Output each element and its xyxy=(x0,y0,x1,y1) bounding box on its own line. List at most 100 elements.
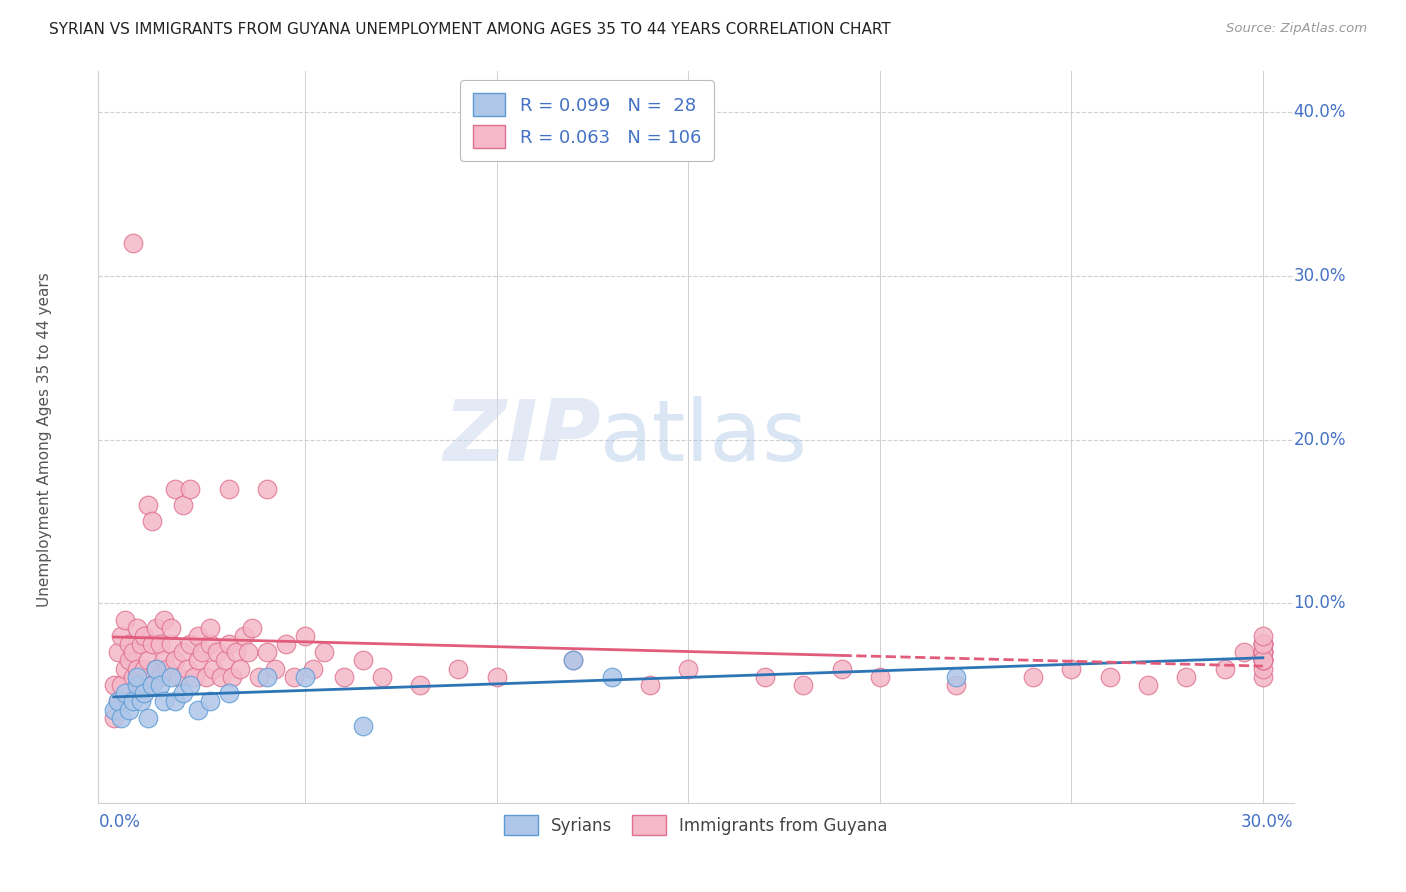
Point xyxy=(160,621,183,635)
Point xyxy=(409,678,432,692)
Point xyxy=(209,670,232,684)
Point xyxy=(831,662,853,676)
Point xyxy=(218,482,240,496)
Point xyxy=(1098,670,1121,684)
Point xyxy=(1251,662,1274,676)
Point xyxy=(1251,637,1274,651)
Point xyxy=(233,629,256,643)
Point xyxy=(294,629,316,643)
Point xyxy=(114,613,136,627)
Point xyxy=(1251,637,1274,651)
Point xyxy=(172,645,194,659)
Point xyxy=(107,645,129,659)
Point xyxy=(125,662,148,676)
Point xyxy=(1251,637,1274,651)
Point xyxy=(107,694,129,708)
Point xyxy=(149,637,172,651)
Point xyxy=(172,498,194,512)
Point xyxy=(160,637,183,651)
Text: SYRIAN VS IMMIGRANTS FROM GUYANA UNEMPLOYMENT AMONG AGES 35 TO 44 YEARS CORRELAT: SYRIAN VS IMMIGRANTS FROM GUYANA UNEMPLO… xyxy=(49,22,891,37)
Point xyxy=(141,637,163,651)
Point xyxy=(172,686,194,700)
Point xyxy=(103,702,125,716)
Point xyxy=(1251,637,1274,651)
Point xyxy=(136,653,159,667)
Point xyxy=(163,653,186,667)
Point xyxy=(1136,678,1159,692)
Point xyxy=(945,678,967,692)
Text: atlas: atlas xyxy=(600,395,808,479)
Text: Unemployment Among Ages 35 to 44 years: Unemployment Among Ages 35 to 44 years xyxy=(38,272,52,607)
Point xyxy=(352,653,374,667)
Point xyxy=(302,662,325,676)
Point xyxy=(129,637,152,651)
Point xyxy=(1022,670,1045,684)
Point xyxy=(205,645,228,659)
Point xyxy=(562,653,585,667)
Text: Source: ZipAtlas.com: Source: ZipAtlas.com xyxy=(1226,22,1367,36)
Point xyxy=(107,694,129,708)
Point xyxy=(1175,670,1198,684)
Point xyxy=(141,514,163,528)
Point xyxy=(118,702,141,716)
Legend: Syrians, Immigrants from Guyana: Syrians, Immigrants from Guyana xyxy=(498,808,894,842)
Point xyxy=(118,637,141,651)
Point xyxy=(371,670,394,684)
Point xyxy=(792,678,814,692)
Point xyxy=(1251,645,1274,659)
Point xyxy=(134,662,156,676)
Point xyxy=(176,662,198,676)
Point xyxy=(1251,645,1274,659)
Point xyxy=(198,694,221,708)
Point xyxy=(314,645,336,659)
Text: 0.0%: 0.0% xyxy=(98,813,141,830)
Point xyxy=(145,662,167,676)
Point xyxy=(214,653,236,667)
Point xyxy=(945,670,967,684)
Point xyxy=(122,236,145,251)
Point xyxy=(145,662,167,676)
Point xyxy=(129,678,152,692)
Point xyxy=(1213,662,1236,676)
Point xyxy=(149,678,172,692)
Point xyxy=(103,678,125,692)
Point xyxy=(256,482,278,496)
Point xyxy=(202,662,225,676)
Text: 40.0%: 40.0% xyxy=(1294,103,1346,121)
Point xyxy=(1060,662,1083,676)
Point xyxy=(218,686,240,700)
Point xyxy=(152,653,174,667)
Point xyxy=(110,711,132,725)
Point xyxy=(122,670,145,684)
Point xyxy=(221,670,243,684)
Point xyxy=(447,662,470,676)
Point xyxy=(156,662,179,676)
Point xyxy=(1251,645,1274,659)
Point xyxy=(198,637,221,651)
Text: 10.0%: 10.0% xyxy=(1294,594,1346,612)
Point xyxy=(247,670,270,684)
Point xyxy=(1233,645,1256,659)
Point xyxy=(678,662,700,676)
Point xyxy=(103,711,125,725)
Point xyxy=(1251,629,1274,643)
Point xyxy=(485,670,508,684)
Text: 30.0%: 30.0% xyxy=(1294,267,1346,285)
Point xyxy=(122,645,145,659)
Text: 30.0%: 30.0% xyxy=(1241,813,1294,830)
Point xyxy=(167,670,190,684)
Point xyxy=(110,678,132,692)
Point xyxy=(136,711,159,725)
Point xyxy=(110,629,132,643)
Point xyxy=(1251,670,1274,684)
Point xyxy=(134,686,156,700)
Point xyxy=(152,694,174,708)
Point xyxy=(869,670,891,684)
Point xyxy=(114,686,136,700)
Point xyxy=(187,653,209,667)
Point xyxy=(263,662,285,676)
Point xyxy=(1251,653,1274,667)
Point xyxy=(352,719,374,733)
Point xyxy=(1251,653,1274,667)
Point xyxy=(179,637,201,651)
